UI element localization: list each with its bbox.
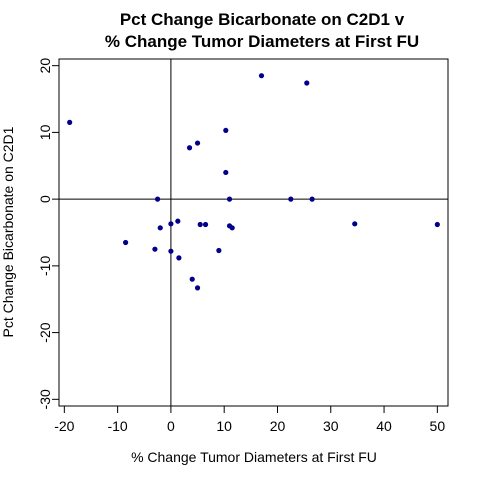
data-point <box>223 169 229 176</box>
data-point <box>197 221 203 228</box>
data-point <box>154 196 161 202</box>
y-tick-label: 20 <box>37 58 53 74</box>
x-axis-label: % Change Tumor Diameters at First FU <box>131 449 377 465</box>
y-axis-ticks: -30 -20 -10 0 10 20 <box>37 58 59 409</box>
data-point <box>168 248 174 254</box>
data-point <box>67 119 73 125</box>
data-point <box>168 221 174 227</box>
data-point <box>216 247 222 254</box>
x-tick-label: -10 <box>107 418 127 434</box>
reference-lines <box>59 59 448 406</box>
x-tick-label: 10 <box>216 418 232 434</box>
data-point <box>226 196 233 202</box>
x-tick-label: 40 <box>376 418 392 434</box>
data-point <box>176 255 182 261</box>
data-points <box>67 73 440 291</box>
data-point <box>304 80 310 86</box>
data-point <box>152 246 158 252</box>
y-tick-label: -10 <box>37 256 53 276</box>
x-tick-label: -20 <box>54 418 74 434</box>
x-axis-ticks: -20 -10 0 10 20 30 40 50 <box>54 406 445 434</box>
data-point <box>223 127 229 134</box>
data-point <box>175 218 181 224</box>
x-tick-label: 0 <box>167 418 175 434</box>
y-tick-label: 10 <box>37 124 53 140</box>
data-point <box>352 221 358 227</box>
chart-title-line-2: % Change Tumor Diameters at First FU <box>105 32 419 51</box>
x-tick-label: 30 <box>323 418 339 434</box>
data-point <box>434 221 440 228</box>
data-point <box>258 73 265 79</box>
data-point <box>186 145 193 151</box>
data-point <box>123 239 129 246</box>
data-point <box>194 285 201 291</box>
y-axis-label: Pct Change Bicarbonate on C2D1 <box>0 126 16 337</box>
y-tick-label: -20 <box>37 322 53 342</box>
data-point <box>157 225 163 231</box>
data-point <box>202 221 209 228</box>
y-tick-label: -30 <box>37 389 53 409</box>
data-point <box>309 196 315 202</box>
chart-title-line-1: Pct Change Bicarbonate on C2D1 v <box>120 10 405 29</box>
plot-frame <box>58 58 449 407</box>
data-point <box>229 225 235 231</box>
data-point <box>288 196 294 202</box>
y-tick-label: 0 <box>37 195 53 203</box>
data-point <box>194 140 201 146</box>
data-point <box>189 276 195 282</box>
x-tick-label: 50 <box>430 418 446 434</box>
x-tick-label: 20 <box>270 418 286 434</box>
